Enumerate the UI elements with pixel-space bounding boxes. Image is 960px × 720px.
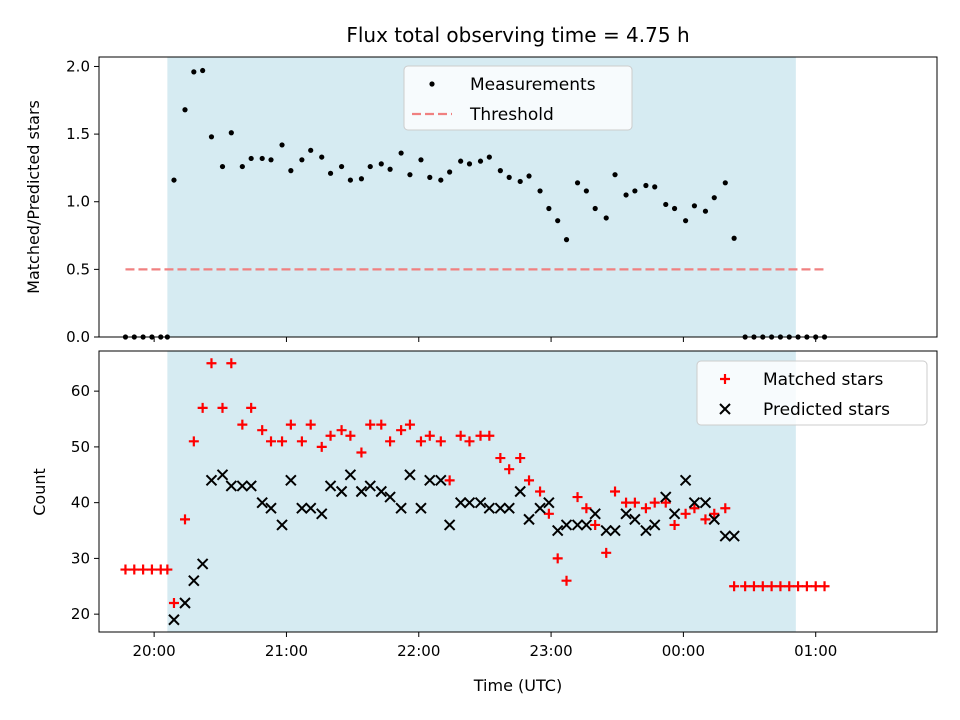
top-y-tick-label: 0.5 [66, 260, 90, 278]
measurement-point [537, 188, 542, 193]
matched-star-marker [129, 565, 139, 575]
measurement-point [593, 206, 598, 211]
bottom-y-tick-label: 40 [71, 494, 90, 512]
measurement-point [447, 169, 452, 174]
measurement-point [359, 176, 364, 181]
measurement-point [407, 172, 412, 177]
measurement-point [368, 164, 373, 169]
matched-star-marker [120, 565, 130, 575]
measurement-point [652, 184, 657, 189]
measurement-point [182, 107, 187, 112]
measurement-point [418, 157, 423, 162]
bottom-y-tick-label: 60 [71, 382, 90, 400]
measurement-point [575, 180, 580, 185]
measurement-point [458, 159, 463, 164]
measurement-point [712, 195, 717, 200]
figure: Flux total observing time = 4.75 h 0.00.… [0, 0, 960, 720]
x-tick-label: 00:00 [662, 642, 705, 660]
measurement-point [220, 164, 225, 169]
measurement-point [663, 202, 668, 207]
measurement-point [643, 183, 648, 188]
x-axis-label: Time (UTC) [473, 676, 562, 695]
matched-star-marker [147, 565, 157, 575]
x-tick-label: 21:00 [265, 642, 308, 660]
measurement-point [260, 156, 265, 161]
measurement-point [288, 168, 293, 173]
measurement-point [467, 161, 472, 166]
measurement-point [683, 218, 688, 223]
measurement-point [546, 206, 551, 211]
measurement-point [526, 173, 531, 178]
measurement-point [518, 179, 523, 184]
x-tick-label: 22:00 [397, 642, 440, 660]
matched-star-marker [820, 581, 830, 591]
measurement-point [379, 161, 384, 166]
legend-label: Predicted stars [763, 400, 890, 420]
x-tick-label: 23:00 [529, 642, 572, 660]
top-y-axis-label: Matched/Predicted stars [24, 100, 43, 294]
measurement-point [438, 177, 443, 182]
top-y-tick-label: 1.0 [66, 193, 90, 211]
measurement-point [191, 69, 196, 74]
measurement-point [507, 175, 512, 180]
legend-marker-measurements [429, 81, 434, 86]
x-tick-label: 20:00 [133, 642, 176, 660]
measurement-point [249, 156, 254, 161]
measurement-point [498, 168, 503, 173]
measurement-point [623, 192, 628, 197]
measurement-point [200, 68, 205, 73]
measurement-point [268, 157, 273, 162]
measurement-point [604, 215, 609, 220]
measurement-point [339, 164, 344, 169]
bottom-y-tick-label: 20 [71, 605, 90, 623]
measurement-point [487, 154, 492, 159]
measurement-point [319, 154, 324, 159]
bottom-y-axis-label: Count [30, 468, 49, 516]
bottom-legend: Matched stars Predicted stars [697, 361, 927, 425]
measurement-point [632, 188, 637, 193]
legend-label: Matched stars [763, 370, 883, 390]
legend-label: Measurements [470, 75, 596, 95]
measurement-point [427, 175, 432, 180]
measurement-point [299, 157, 304, 162]
measurement-point [478, 159, 483, 164]
measurement-point [703, 209, 708, 214]
measurement-point [209, 134, 214, 139]
top-panel: 0.0 0.5 1.0 1.5 2.0 Measurements Threshold [66, 57, 937, 346]
top-legend: Measurements Threshold [404, 66, 632, 130]
measurement-point [672, 206, 677, 211]
measurement-point [171, 177, 176, 182]
measurement-point [692, 203, 697, 208]
legend-label: Threshold [469, 105, 554, 125]
measurement-point [387, 167, 392, 172]
x-tick-label: 01:00 [794, 642, 837, 660]
matched-star-marker [138, 565, 148, 575]
measurement-point [328, 171, 333, 176]
measurement-point [612, 172, 617, 177]
measurement-point [348, 177, 353, 182]
top-y-tick-label: 1.5 [66, 125, 90, 143]
measurement-point [584, 188, 589, 193]
top-y-tick-label: 2.0 [66, 57, 90, 75]
matched-star-marker [802, 581, 812, 591]
measurement-point [240, 164, 245, 169]
measurement-point [399, 150, 404, 155]
measurement-point [229, 130, 234, 135]
chart-title: Flux total observing time = 4.75 h [346, 23, 689, 47]
bottom-y-tick-label: 30 [71, 549, 90, 567]
bottom-y-tick-label: 50 [71, 438, 90, 456]
measurement-point [308, 148, 313, 153]
bottom-panel: 20 30 40 50 60 20:00 21:00 22:00 23:00 00:00 01:00… [71, 351, 937, 660]
top-y-tick-label: 0.0 [66, 328, 90, 346]
measurement-point [564, 237, 569, 242]
measurement-point [555, 218, 560, 223]
measurement-point [279, 142, 284, 147]
measurement-point [723, 180, 728, 185]
matched-star-marker [811, 581, 821, 591]
measurement-point [732, 236, 737, 241]
